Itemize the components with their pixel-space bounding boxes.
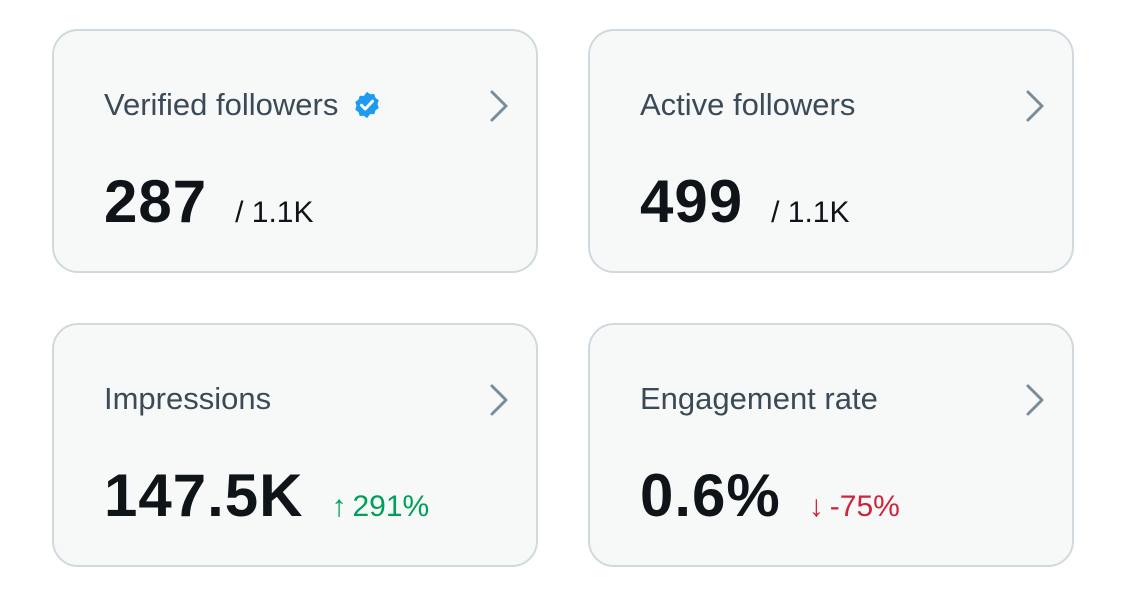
verified-badge-icon — [355, 91, 380, 119]
change-indicator: ↑ 291% — [331, 490, 429, 524]
chevron-right-icon[interactable] — [488, 89, 510, 123]
metric-value: 287 — [104, 168, 208, 235]
metric-total: / 1.1K — [235, 196, 314, 229]
verified-followers-card[interactable]: Verified followers 287 / 1.1K — [52, 29, 538, 273]
change-percent: 291% — [352, 490, 430, 523]
card-title: Impressions — [104, 381, 272, 416]
impressions-card[interactable]: Impressions 147.5K ↑ 291% — [52, 323, 538, 567]
value-row: 287 / 1.1K — [104, 167, 314, 237]
metric-value: 147.5K — [104, 462, 304, 529]
chevron-right-icon[interactable] — [1024, 89, 1046, 123]
arrow-down-icon: ↓ — [808, 490, 824, 523]
chevron-right-icon[interactable] — [488, 383, 510, 417]
value-row: 147.5K ↑ 291% — [104, 461, 429, 531]
arrow-up-icon: ↑ — [331, 490, 347, 523]
card-title-row: Active followers — [640, 87, 855, 123]
chevron-right-icon[interactable] — [1024, 383, 1046, 417]
card-title-row: Impressions — [104, 381, 271, 417]
engagement-rate-card[interactable]: Engagement rate 0.6% ↓ -75% — [588, 323, 1074, 567]
change-percent: -75% — [829, 490, 900, 523]
active-followers-card[interactable]: Active followers 499 / 1.1K — [588, 29, 1074, 273]
metric-value: 0.6% — [640, 462, 781, 529]
value-row: 499 / 1.1K — [640, 167, 850, 237]
stats-grid: Verified followers 287 / 1.1K Active fol… — [52, 29, 1074, 567]
value-row: 0.6% ↓ -75% — [640, 461, 900, 531]
metric-total: / 1.1K — [771, 196, 850, 229]
card-title-row: Verified followers — [104, 87, 382, 123]
card-title: Engagement rate — [640, 381, 878, 416]
change-indicator: ↓ -75% — [809, 490, 900, 524]
card-title: Active followers — [640, 87, 856, 122]
metric-value: 499 — [640, 168, 744, 235]
card-title: Verified followers — [104, 87, 339, 122]
card-title-row: Engagement rate — [640, 381, 878, 417]
